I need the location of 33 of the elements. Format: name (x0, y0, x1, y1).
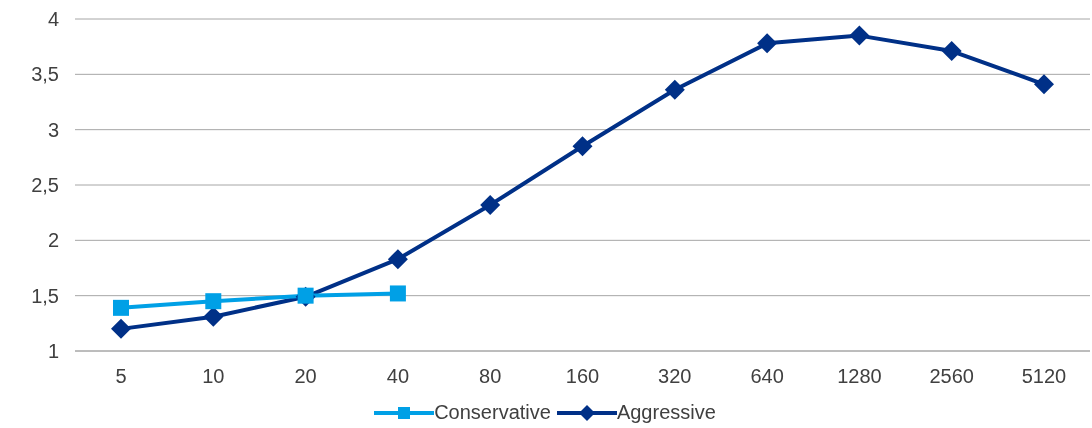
point (1034, 74, 1054, 95)
point (664, 79, 685, 100)
point (203, 306, 224, 327)
legend-label: Aggressive (616, 401, 716, 424)
y-tick-label: 4 (47, 8, 59, 31)
y-tick-label: 3 (47, 118, 59, 141)
y-tick-label: 1 (47, 340, 59, 363)
x-tick-label: 5 (115, 365, 127, 388)
y-tick-label: 2 (47, 229, 59, 252)
point (389, 285, 406, 302)
point (572, 136, 593, 157)
x-tick-label: 640 (750, 365, 784, 388)
x-tick-label: 40 (386, 365, 410, 388)
y-tick-label: 2,5 (31, 174, 59, 197)
x-tick-label: 160 (565, 365, 600, 388)
legend-label: Conservative (434, 401, 551, 424)
point (941, 41, 962, 62)
x-tick-label: 80 (479, 365, 502, 388)
point (387, 249, 408, 270)
x-tick-label: 2560 (929, 365, 974, 388)
x-tick-label: 20 (294, 365, 317, 388)
point (480, 194, 501, 215)
point (113, 299, 129, 316)
y-tick-label: 1,5 (31, 284, 59, 307)
point (849, 25, 870, 46)
point (111, 318, 131, 339)
x-tick-label: 320 (658, 365, 692, 388)
point (205, 293, 222, 310)
y-tick-label: 3,5 (31, 63, 59, 86)
x-tick-label: 10 (202, 365, 225, 388)
point (757, 33, 778, 54)
x-tick-label: 5120 (1021, 365, 1067, 388)
x-tick-label: 1280 (837, 365, 882, 388)
